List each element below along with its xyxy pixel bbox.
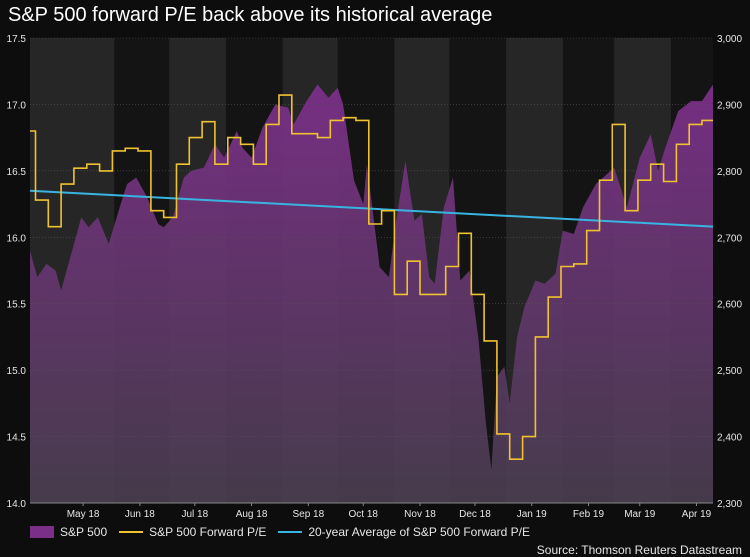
legend-label-forward-pe: S&P 500 Forward P/E: [149, 525, 267, 539]
legend: S&P 500 S&P 500 Forward P/E 20-year Aver…: [30, 525, 542, 539]
x-tick-label-11: Apr 19: [682, 509, 712, 520]
x-tick-label-6: Nov 18: [404, 509, 436, 520]
chart-title: S&P 500 forward P/E back above its histo…: [8, 4, 493, 26]
legend-swatch-sp500: [30, 526, 54, 538]
x-tick-label-10: Mar 19: [624, 509, 656, 520]
x-tick-label-9: Feb 19: [573, 509, 605, 520]
legend-item-forward-pe: S&P 500 Forward P/E: [119, 525, 266, 539]
y-left-tick-label-1: 14.5: [7, 433, 27, 444]
forward-pe-line-series: [30, 94, 713, 460]
x-tick-label-2: Jul 18: [181, 509, 208, 520]
sp500-area-series: [30, 84, 713, 503]
y-right-tick-label-0: 2,300: [717, 499, 742, 510]
y-right-tick-label-4: 2,700: [717, 233, 742, 244]
x-tick-label-3: Aug 18: [236, 509, 268, 520]
y-left-tick-label-5: 16.5: [7, 167, 27, 178]
y-right-tick-label-1: 2,400: [717, 433, 742, 444]
y-right-tick-label-6: 2,900: [717, 100, 742, 111]
x-tick-label-7: Dec 18: [459, 509, 491, 520]
legend-label-avg-pe: 20-year Average of S&P 500 Forward P/E: [308, 525, 531, 539]
legend-swatch-avg-pe: [278, 531, 303, 533]
y-right-tick-label-3: 2,600: [717, 300, 742, 311]
y-right-tick-label-2: 2,500: [717, 366, 742, 377]
y-left-tick-label-2: 15.0: [7, 366, 27, 377]
y-left-tick-label-6: 17.0: [7, 100, 27, 111]
x-tick-label-0: May 18: [67, 509, 100, 520]
x-tick-label-8: Jan 19: [517, 509, 547, 520]
source-note: Source: Thomson Reuters Datastream: [536, 543, 742, 557]
x-tick-label-1: Jun 18: [125, 509, 155, 520]
y-left-tick-label-4: 16.0: [7, 233, 27, 244]
y-left-tick-label-0: 14.0: [7, 499, 27, 510]
y-left-tick-label-7: 17.5: [7, 34, 27, 45]
legend-swatch-forward-pe: [119, 531, 144, 533]
x-tick-label-4: Sep 18: [292, 509, 324, 520]
y-left-tick-label-3: 15.5: [7, 300, 27, 311]
legend-item-avg-pe: 20-year Average of S&P 500 Forward P/E: [278, 525, 530, 539]
axes: 14.0 14.5 15.0 15.5 16.0 16.5 17.0 17.5 2,300 2,4…: [7, 34, 743, 520]
y-right-tick-label-5: 2,800: [717, 167, 742, 178]
legend-label-sp500: S&P 500: [60, 525, 108, 539]
legend-item-sp500: S&P 500: [30, 525, 107, 539]
x-tick-label-5: Oct 18: [349, 509, 379, 520]
y-right-tick-label-7: 3,000: [717, 34, 742, 45]
